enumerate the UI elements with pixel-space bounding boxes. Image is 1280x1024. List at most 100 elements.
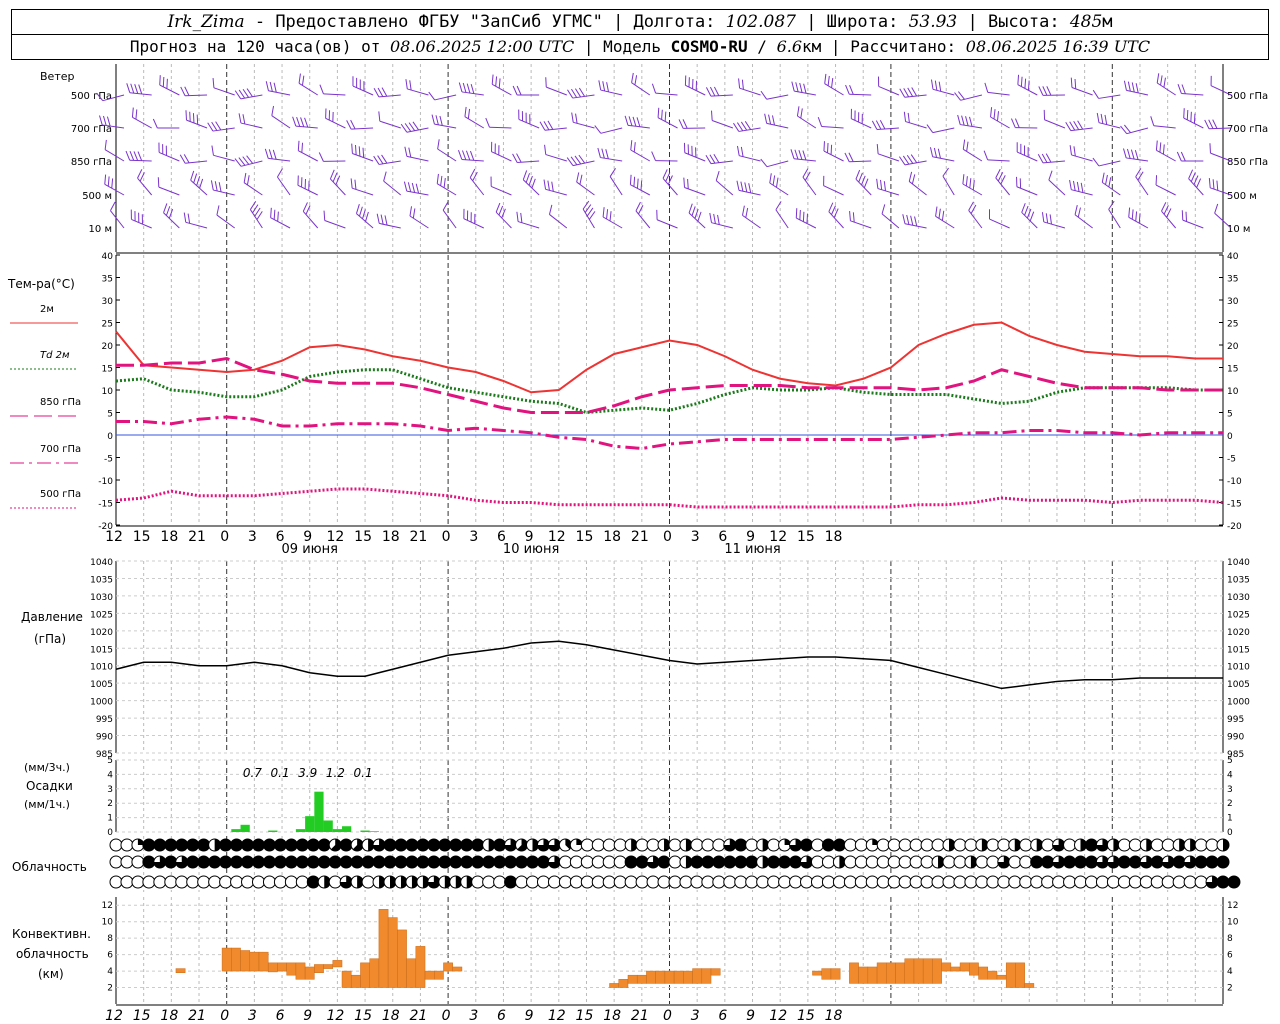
- cloud-octa-circle: [723, 875, 737, 889]
- forecast-label: Прогноз на 120 часа(ов) от: [129, 37, 390, 56]
- cloud-octa-fill: [394, 839, 407, 851]
- cloud-octa-circle: [789, 875, 803, 889]
- wind-barb-flag: [802, 168, 809, 178]
- wind-barb-flag: [683, 142, 686, 153]
- wind-barb-flag: [1020, 76, 1023, 87]
- wind-barb-flag: [606, 82, 609, 92]
- cloud-octa-fill: [368, 839, 375, 851]
- wind-barb-flag: [817, 117, 823, 127]
- wind-barb-flag: [1074, 78, 1077, 89]
- wind-barb-flag: [518, 109, 520, 120]
- wind-barb: [828, 202, 844, 229]
- cloud-octa-circle: [767, 838, 781, 852]
- cloud-octa-fill: [1036, 839, 1043, 851]
- wind-barb: [824, 73, 844, 96]
- wind-barb: [179, 154, 208, 164]
- wind-barb-flag: [575, 113, 578, 124]
- temp-tick-right: 20: [1227, 342, 1239, 352]
- cloud-octa-circle: [1063, 875, 1077, 889]
- cloud-octa-circle: [493, 875, 507, 889]
- wind-barb: [512, 85, 540, 96]
- wind-barb-staff: [102, 94, 125, 102]
- wind-barb-flag: [775, 177, 779, 188]
- cloud-octa-fill: [296, 839, 309, 851]
- conv-bar: [904, 958, 915, 984]
- wind-barb: [104, 174, 125, 196]
- wind-barb: [609, 168, 623, 196]
- wind-barb-staff: [489, 126, 512, 129]
- cloud-octa-fill: [1052, 839, 1065, 852]
- wind-barb-flag: [246, 175, 250, 186]
- prec-bar: [240, 824, 250, 832]
- wind-barb-flag: [962, 139, 966, 150]
- conv-bar: [618, 979, 629, 988]
- temp-hour-label: 15: [133, 529, 151, 545]
- wind-barb-flag: [332, 112, 334, 122]
- wind-barb-flag: [794, 149, 799, 160]
- prec-title: Осадки: [26, 779, 73, 793]
- wind-barb-flag: [861, 113, 863, 124]
- wind-barb-flag: [1017, 74, 1020, 85]
- wind-barb-flag: [579, 174, 583, 185]
- cloud-octa-circle: [1194, 875, 1208, 889]
- cloud-octa-circle: [1194, 838, 1208, 852]
- cloud-octa-fill: [1074, 856, 1087, 868]
- cloud-octa-circle: [1095, 875, 1109, 889]
- wind-barb-flag: [442, 201, 449, 211]
- wind-barb: [1096, 112, 1121, 129]
- wind-barb: [464, 106, 485, 129]
- wind-barb-flag: [941, 210, 945, 221]
- wind-barb-flag: [1208, 119, 1214, 129]
- temp-hour-label: 18: [382, 529, 400, 545]
- wind-barb-flag: [362, 209, 366, 219]
- cloud-octa-fill: [1151, 856, 1164, 868]
- wind-barb: [760, 90, 789, 100]
- wind-barb-staff: [712, 120, 734, 129]
- wind-barb-flag: [664, 111, 667, 122]
- wind-barb: [576, 172, 595, 196]
- wind-barb-flag: [806, 213, 808, 224]
- wind-barb-flag: [104, 139, 107, 150]
- wind-barb-flag: [854, 110, 856, 121]
- wind-barb: [238, 113, 263, 129]
- wind-barb-staff: [1043, 221, 1066, 229]
- temp-hour-label: 21: [188, 529, 206, 545]
- wind-barb-flag: [1208, 177, 1211, 188]
- wind-barb-staff: [1048, 179, 1066, 196]
- wind-barb-staff: [990, 116, 1010, 129]
- wind-barb-flag: [125, 150, 131, 161]
- wind-barb: [512, 153, 540, 164]
- wind-barb: [442, 201, 457, 229]
- wind-barb-flag: [1042, 86, 1048, 96]
- wind-barb: [1074, 205, 1093, 229]
- wind-barb-flag: [574, 155, 582, 165]
- wind-barb-flag: [465, 150, 471, 161]
- wind-barb-staff: [517, 221, 540, 229]
- wind-barb-flag: [1020, 143, 1022, 154]
- wind-barb-flag: [1024, 205, 1029, 216]
- wind-barb: [791, 81, 816, 96]
- wind-barb-flag: [609, 211, 612, 222]
- wind-barb-flag: [264, 148, 269, 159]
- cloud-octa-fill: [296, 856, 309, 868]
- wind-barb-flag: [769, 173, 772, 184]
- wind-barb-staff: [379, 222, 401, 229]
- cloud-octa-circle: [668, 838, 682, 852]
- wind-barb: [1210, 75, 1232, 96]
- wind-barb-flag: [440, 175, 443, 186]
- wind-barb-flag: [543, 121, 550, 131]
- wind-barb-flag: [954, 92, 961, 101]
- wind-level-label-right: 700 гПа: [1227, 124, 1268, 135]
- wind-barb-flag: [516, 85, 522, 96]
- wind-barb-flag: [799, 82, 803, 93]
- wind-barb-flag: [694, 208, 699, 219]
- cloud-octa-fill: [981, 839, 988, 851]
- wind-barb-flag: [609, 168, 616, 177]
- wind-barb-staff: [129, 159, 152, 162]
- wind-barb: [130, 209, 152, 229]
- wind-barb-flag: [858, 112, 860, 123]
- prec-bar: [369, 831, 379, 832]
- wind-barb-flag: [705, 87, 712, 97]
- wind-barb-flag: [273, 82, 277, 93]
- wind-barb-staff: [851, 118, 872, 129]
